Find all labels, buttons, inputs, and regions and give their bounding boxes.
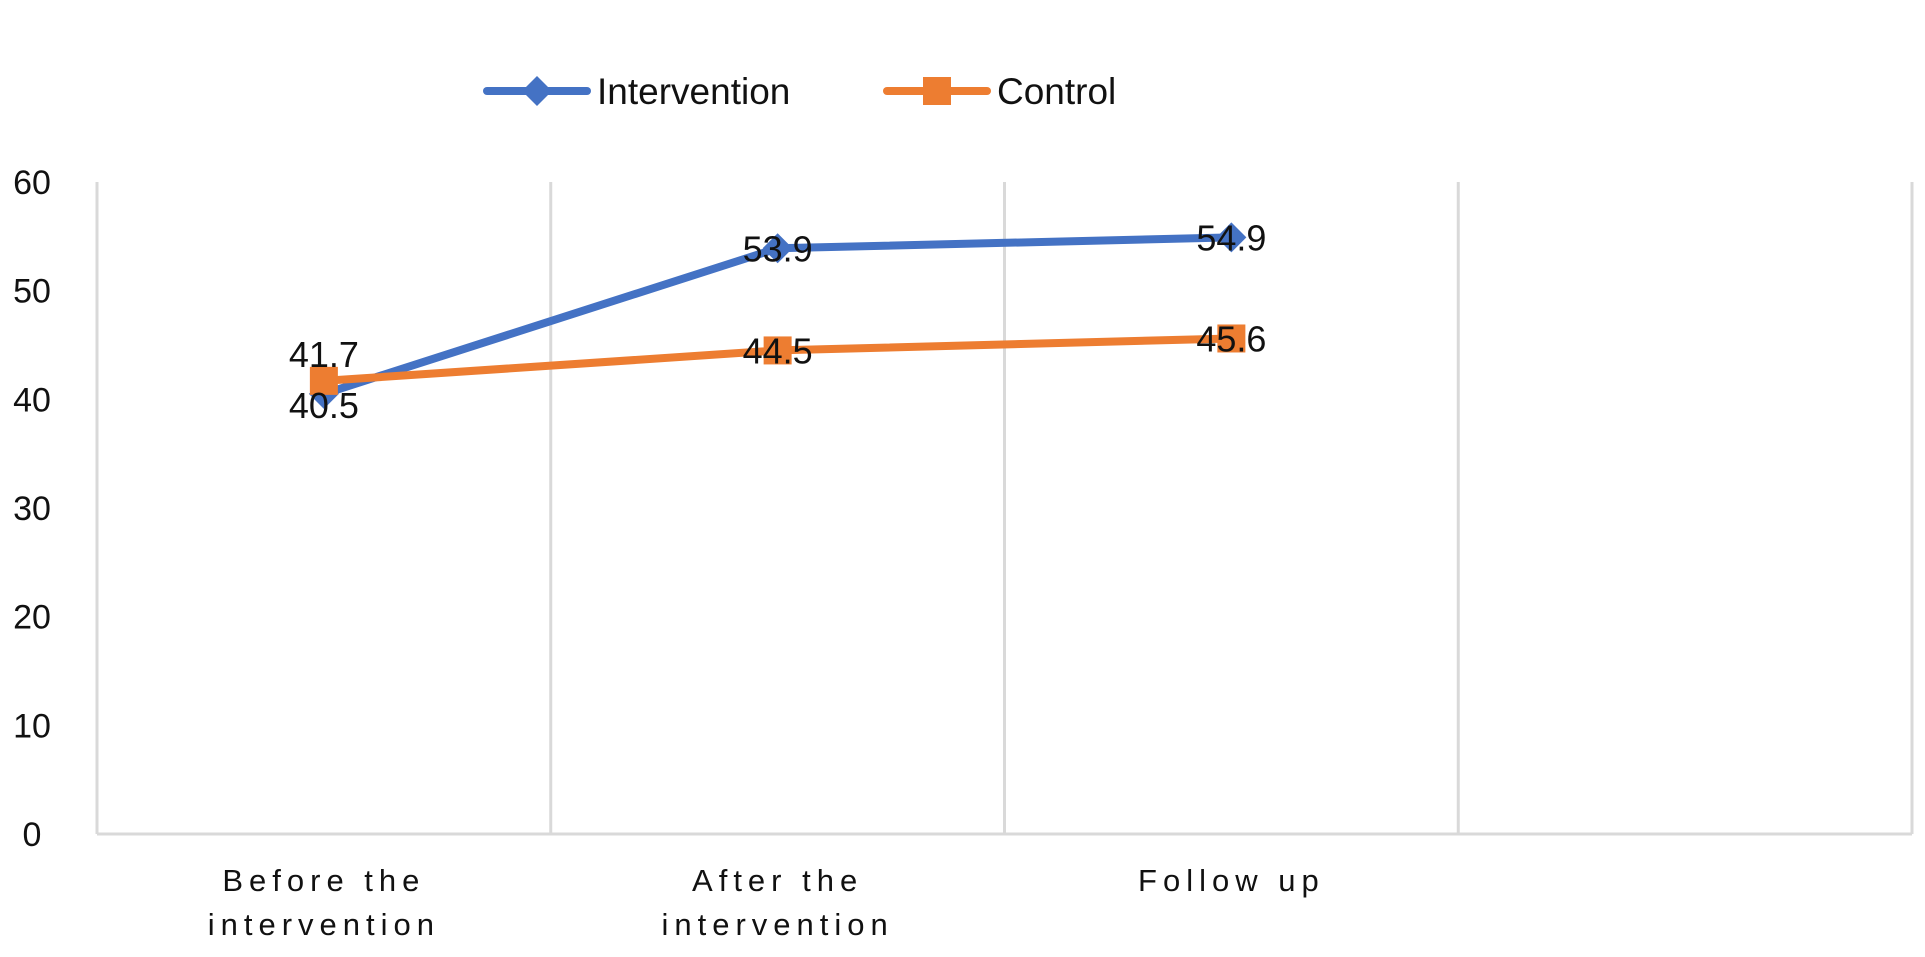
y-tick-label: 50 [13,273,51,311]
y-tick-label: 20 [13,599,51,637]
x-category-label: After the [692,863,863,898]
y-tick-label: 0 [23,816,42,854]
y-tick-label: 10 [13,707,51,745]
legend-label: Intervention [597,71,790,112]
axes: 0 10 20 30 40 50 60 Before the intervention After… [13,164,1912,942]
data-labels: 40.5 53.9 54.9 41.7 44.5 45.6 [289,217,1267,425]
intervention-marker [762,233,793,264]
control-data-label: 41.7 [289,334,359,375]
legend: Intervention Control [483,71,1116,112]
x-category-label: intervention [208,907,440,942]
series-lines [308,222,1247,409]
intervention-data-label: 54.9 [1196,217,1266,258]
intervention-marker [1216,222,1247,253]
control-marker [1217,324,1246,353]
legend-square-icon [923,77,951,105]
control-data-label: 44.5 [743,330,813,371]
x-category-label: intervention [661,907,893,942]
intervention-data-label: 53.9 [743,228,813,269]
y-tick-label: 30 [13,490,51,528]
grid-lines [95,182,1914,834]
legend-item-intervention: Intervention [483,71,790,112]
control-marker [309,366,338,395]
legend-diamond-icon [522,76,552,106]
x-category-label: Before the [222,863,425,898]
control-data-label: 45.6 [1196,318,1266,359]
y-tick-label: 40 [13,381,51,419]
legend-label: Control [997,71,1116,112]
legend-item-control: Control [883,71,1116,112]
y-tick-label: 60 [13,164,51,202]
intervention-data-label: 40.5 [289,385,359,426]
control-marker [763,336,792,365]
x-category-label: Follow up [1138,863,1325,898]
